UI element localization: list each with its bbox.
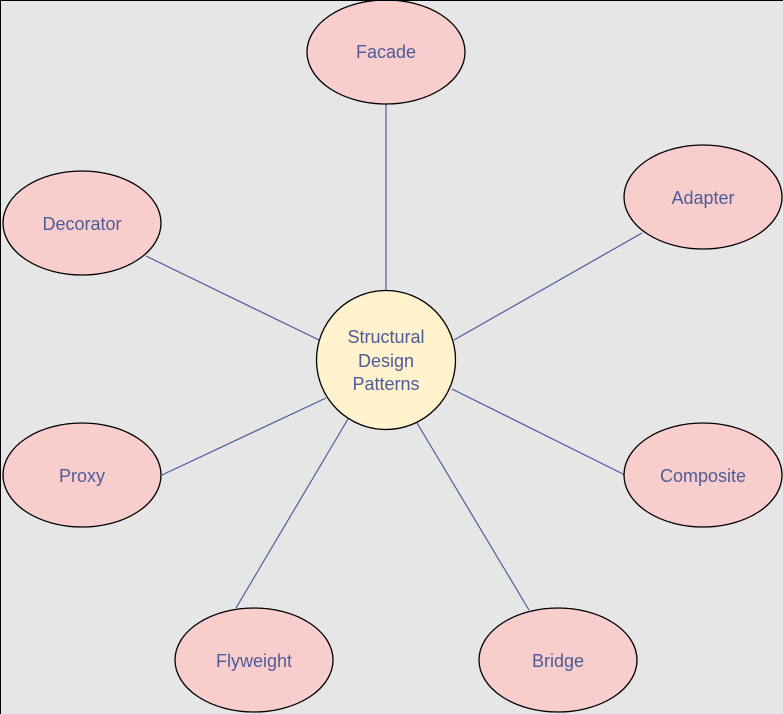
node-flyweight-label: Flyweight (216, 651, 292, 671)
node-proxy[interactable]: Proxy (2, 422, 162, 528)
node-composite-label: Composite (660, 466, 746, 486)
node-adapter[interactable]: Adapter (623, 144, 783, 250)
node-bridge[interactable]: Bridge (478, 607, 638, 713)
edge-center-bridge (416, 422, 530, 611)
edge-center-decorator (145, 255, 320, 341)
node-proxy-label: Proxy (59, 466, 105, 486)
edges (145, 104, 643, 611)
node-decorator-label: Decorator (42, 214, 121, 234)
edge-center-flyweight (235, 418, 349, 609)
edge-center-proxy (161, 397, 327, 476)
center-label-line-3: Patterns (352, 374, 419, 394)
node-adapter-label: Adapter (671, 188, 734, 208)
center-label-line-2: Design (358, 351, 414, 371)
edge-center-adapter (453, 232, 643, 341)
edge-center-composite (451, 388, 626, 476)
node-facade[interactable]: Facade (306, 1, 466, 105)
center-node[interactable]: Structural Design Patterns (315, 289, 457, 431)
node-facade-label: Facade (356, 42, 416, 62)
node-flyweight[interactable]: Flyweight (174, 607, 334, 713)
node-decorator[interactable]: Decorator (2, 170, 162, 276)
node-composite[interactable]: Composite (623, 422, 783, 528)
node-bridge-label: Bridge (532, 651, 584, 671)
center-label-line-1: Structural (347, 327, 424, 347)
